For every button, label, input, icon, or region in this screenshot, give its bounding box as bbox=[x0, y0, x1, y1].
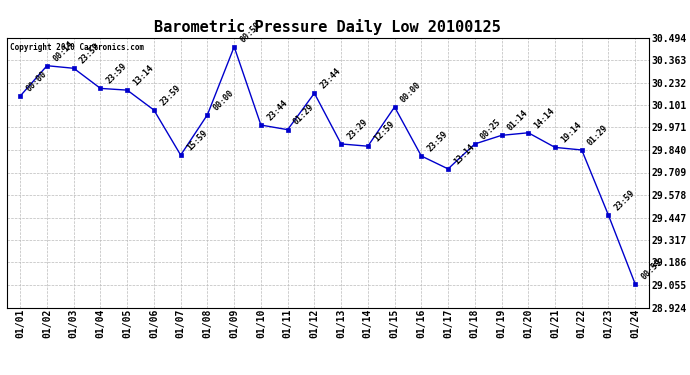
Text: 01:29: 01:29 bbox=[292, 103, 316, 127]
Text: 00:59: 00:59 bbox=[238, 20, 262, 44]
Text: 00:00: 00:00 bbox=[399, 80, 423, 104]
Text: 12:59: 12:59 bbox=[372, 119, 396, 143]
Text: 23:59: 23:59 bbox=[78, 42, 102, 66]
Text: 23:29: 23:29 bbox=[345, 117, 369, 141]
Text: 23:59: 23:59 bbox=[158, 83, 182, 107]
Text: 15:59: 15:59 bbox=[185, 128, 209, 152]
Title: Barometric Pressure Daily Low 20100125: Barometric Pressure Daily Low 20100125 bbox=[155, 19, 501, 35]
Text: 14:14: 14:14 bbox=[533, 106, 557, 130]
Text: 01:29: 01:29 bbox=[586, 123, 610, 147]
Text: 00:25: 00:25 bbox=[479, 117, 503, 141]
Text: 00:59: 00:59 bbox=[640, 257, 664, 281]
Text: 01:14: 01:14 bbox=[506, 108, 530, 133]
Text: 23:59: 23:59 bbox=[613, 189, 637, 213]
Text: 00:00: 00:00 bbox=[212, 88, 236, 112]
Text: 00:00: 00:00 bbox=[24, 69, 48, 93]
Text: 23:59: 23:59 bbox=[105, 62, 129, 86]
Text: Copyright 2010 Cartronics.com: Copyright 2010 Cartronics.com bbox=[10, 43, 144, 52]
Text: 23:59: 23:59 bbox=[426, 129, 450, 153]
Text: 23:44: 23:44 bbox=[265, 98, 289, 122]
Text: 19:14: 19:14 bbox=[559, 121, 583, 145]
Text: 00:14: 00:14 bbox=[51, 39, 75, 63]
Text: 23:44: 23:44 bbox=[319, 66, 343, 90]
Text: 13:14: 13:14 bbox=[452, 142, 476, 166]
Text: 13:14: 13:14 bbox=[131, 63, 155, 87]
